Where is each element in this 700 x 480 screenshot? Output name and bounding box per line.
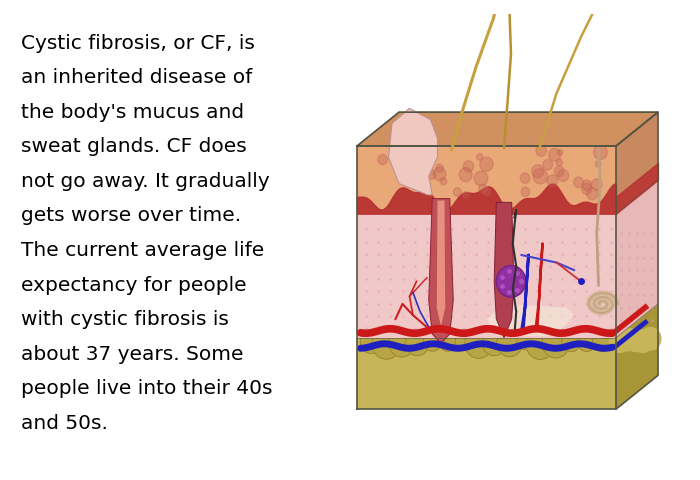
Circle shape xyxy=(497,329,522,357)
Circle shape xyxy=(483,188,491,196)
Circle shape xyxy=(433,167,446,181)
Circle shape xyxy=(496,265,526,297)
Text: an inherited disease of: an inherited disease of xyxy=(21,68,252,87)
Circle shape xyxy=(609,330,630,352)
Circle shape xyxy=(439,332,457,351)
Circle shape xyxy=(389,329,415,357)
Circle shape xyxy=(465,328,493,358)
Circle shape xyxy=(459,168,473,181)
Circle shape xyxy=(592,179,602,190)
Circle shape xyxy=(542,328,570,358)
Text: expectancy for people: expectancy for people xyxy=(21,276,246,295)
Circle shape xyxy=(582,183,592,194)
Circle shape xyxy=(624,329,645,351)
Text: with cystic fibrosis is: with cystic fibrosis is xyxy=(21,310,229,329)
Circle shape xyxy=(557,150,563,156)
Circle shape xyxy=(582,180,591,191)
Text: about 37 years. Some: about 37 years. Some xyxy=(21,345,244,364)
Polygon shape xyxy=(616,180,658,338)
Polygon shape xyxy=(616,304,658,409)
Circle shape xyxy=(556,159,562,166)
Circle shape xyxy=(557,169,568,181)
Circle shape xyxy=(424,332,442,351)
Circle shape xyxy=(427,170,436,179)
Polygon shape xyxy=(357,112,658,146)
Polygon shape xyxy=(357,214,616,338)
Polygon shape xyxy=(437,201,445,326)
Text: The current average life: The current average life xyxy=(21,241,265,260)
Polygon shape xyxy=(389,108,438,195)
Text: the body's mucus and: the body's mucus and xyxy=(21,103,244,122)
Circle shape xyxy=(403,156,413,167)
Circle shape xyxy=(554,166,564,177)
Circle shape xyxy=(372,328,401,359)
Circle shape xyxy=(378,155,387,165)
Circle shape xyxy=(526,328,555,360)
Circle shape xyxy=(517,332,533,350)
Text: sweat glands. CF does: sweat glands. CF does xyxy=(21,137,246,156)
Circle shape xyxy=(573,177,584,188)
Text: and 50s.: and 50s. xyxy=(21,414,108,433)
Polygon shape xyxy=(357,338,616,409)
Circle shape xyxy=(578,331,596,351)
Polygon shape xyxy=(428,199,454,343)
Polygon shape xyxy=(494,203,514,338)
Circle shape xyxy=(587,188,598,200)
Circle shape xyxy=(436,164,443,172)
Circle shape xyxy=(533,168,547,184)
Circle shape xyxy=(543,159,553,170)
Circle shape xyxy=(561,331,581,352)
Circle shape xyxy=(479,184,487,193)
Text: Cystic fibrosis, or CF, is: Cystic fibrosis, or CF, is xyxy=(21,34,255,53)
Circle shape xyxy=(640,327,661,350)
Polygon shape xyxy=(486,304,574,336)
Circle shape xyxy=(474,171,488,186)
Circle shape xyxy=(440,178,447,185)
Circle shape xyxy=(632,330,653,352)
Circle shape xyxy=(617,328,638,351)
Circle shape xyxy=(482,329,506,356)
Circle shape xyxy=(532,165,544,178)
Text: not go away. It gradually: not go away. It gradually xyxy=(21,172,270,191)
Circle shape xyxy=(520,173,530,183)
Text: gets worse over time.: gets worse over time. xyxy=(21,206,241,226)
Circle shape xyxy=(596,161,601,167)
Circle shape xyxy=(477,154,483,160)
Circle shape xyxy=(360,331,382,353)
Circle shape xyxy=(521,187,530,196)
Circle shape xyxy=(463,192,468,198)
Circle shape xyxy=(594,145,608,160)
Text: people live into their 40s: people live into their 40s xyxy=(21,379,272,398)
Circle shape xyxy=(536,145,547,156)
Polygon shape xyxy=(616,112,658,214)
Circle shape xyxy=(547,175,558,187)
Circle shape xyxy=(454,188,461,196)
Circle shape xyxy=(405,329,429,356)
Circle shape xyxy=(549,148,561,161)
Circle shape xyxy=(480,157,493,171)
Polygon shape xyxy=(357,146,616,214)
Circle shape xyxy=(410,168,419,178)
Circle shape xyxy=(463,161,474,172)
Circle shape xyxy=(593,331,611,351)
Circle shape xyxy=(455,332,472,350)
